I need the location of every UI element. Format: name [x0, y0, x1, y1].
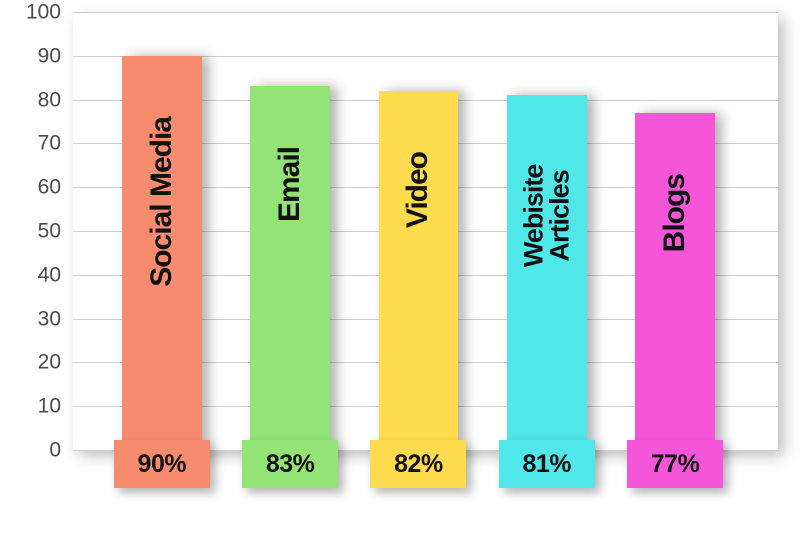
y-axis-tick-label: 0	[49, 440, 61, 461]
bar-label: Email	[273, 147, 307, 222]
value-box: 82%	[370, 440, 466, 488]
value-box: 90%	[114, 440, 210, 488]
bar-label: Blogs	[658, 174, 692, 252]
bar-label-wrap: Social Media	[122, 56, 202, 450]
bar-label: Video	[401, 152, 435, 228]
chart-container: 0 10 20 30 40 50 60 70 80 90 100 Social Media Email…	[0, 0, 800, 535]
y-axis-tick-label: 50	[38, 221, 61, 242]
bar-label: WebisiteArticles	[521, 165, 572, 268]
y-axis-tick-label: 70	[38, 133, 61, 154]
bars-layer: Social Media Email Video WebisiteArticles Bl…	[73, 12, 778, 450]
value-text: 77%	[651, 450, 700, 479]
bar-label-wrap: WebisiteArticles	[507, 95, 587, 450]
y-axis-tick-label: 90	[38, 45, 61, 66]
value-text: 81%	[522, 450, 571, 479]
value-box-row: 90% 83% 82% 81% 77%	[73, 440, 778, 488]
bar-label-wrap: Blogs	[635, 113, 715, 450]
value-box: 83%	[242, 440, 338, 488]
bar-label-wrap: Email	[250, 86, 330, 450]
value-text: 82%	[394, 450, 443, 479]
value-text: 83%	[266, 450, 315, 479]
value-box: 77%	[627, 440, 723, 488]
y-axis-tick-label: 30	[38, 308, 61, 329]
plot-area: 0102030405060708090100 Social MediaEmail…	[73, 12, 778, 450]
y-axis-tick-label: 100	[26, 2, 61, 23]
value-box: 81%	[499, 440, 595, 488]
y-axis-tick-label: 20	[38, 352, 61, 373]
bar-label-wrap: Video	[379, 91, 459, 450]
y-axis-tick-label: 40	[38, 264, 61, 285]
value-text: 90%	[138, 450, 187, 479]
bar-label: Social Media	[145, 117, 179, 287]
y-axis-tick-label: 80	[38, 89, 61, 110]
y-axis-tick-label: 10	[38, 396, 61, 417]
y-axis-tick-label: 60	[38, 177, 61, 198]
